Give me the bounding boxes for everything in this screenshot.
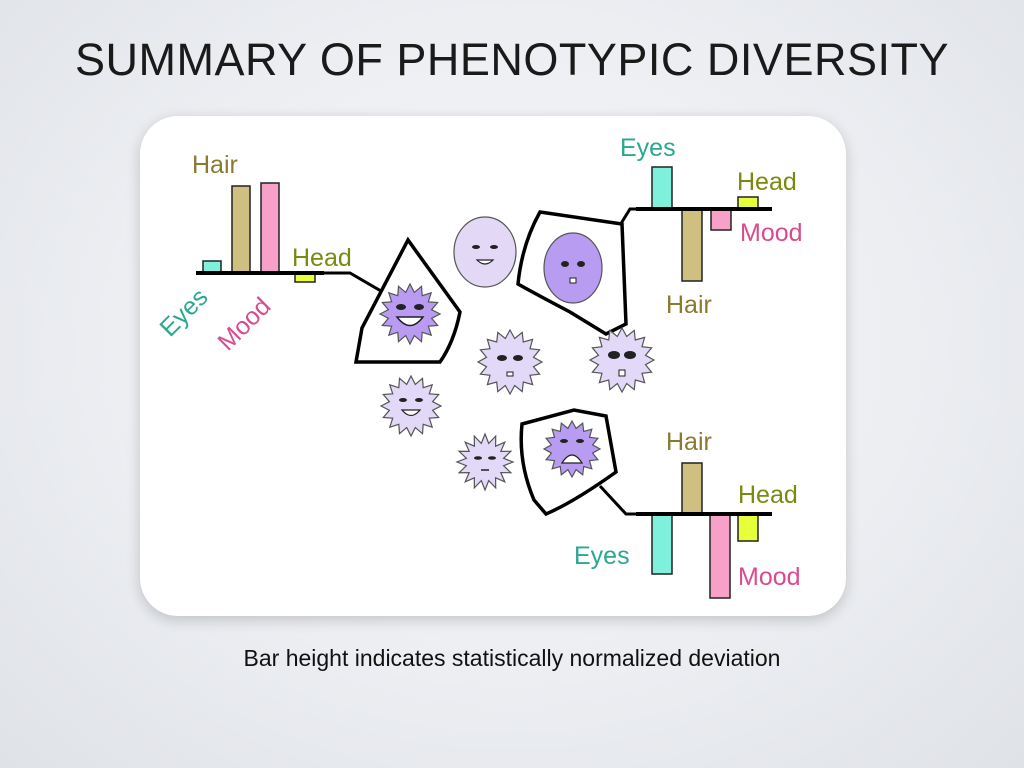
face-spiky-small-bottom: [455, 432, 515, 492]
label-left-eyes: Eyes: [154, 283, 213, 342]
phenotype-diagram: Hair Head Eyes Mood Eyes Head Mood Hair: [154, 134, 803, 599]
bar-group-bottom-right: Hair Head Eyes Mood: [574, 428, 801, 599]
label-left-head: Head: [292, 244, 352, 272]
connector-bottom-right: [598, 484, 636, 516]
label-left-hair: Hair: [192, 151, 238, 179]
bar-group-top-right: Eyes Head Mood Hair: [610, 134, 803, 319]
connector-left: [324, 271, 387, 296]
bar-bottom-right-head: [737, 513, 759, 542]
bar-top-right-eyes: [651, 166, 673, 210]
label-bottom-right-eyes: Eyes: [574, 542, 630, 570]
label-top-right-hair: Hair: [666, 291, 712, 319]
figure-caption: Bar height indicates statistically norma…: [243, 645, 781, 671]
face-round-smile: [453, 216, 517, 288]
bar-group-left: Hair Head Eyes Mood: [154, 151, 387, 356]
label-left-mood: Mood: [212, 292, 276, 356]
bar-left-mood: [260, 182, 280, 274]
face-spiky-right: [588, 326, 656, 394]
face-round-serious-magnified: [543, 232, 603, 304]
figure-panel: Hair Head Eyes Mood Eyes Head Mood Hair: [140, 116, 846, 616]
label-top-right-mood: Mood: [740, 219, 803, 247]
label-top-right-eyes: Eyes: [620, 134, 676, 162]
bar-bottom-right-hair: [681, 462, 703, 515]
face-spiky-neutral-center: [476, 328, 544, 396]
bar-top-right-hair: [681, 208, 703, 282]
label-top-right-head: Head: [737, 168, 797, 196]
face-spiky-frown-magnified: [542, 419, 602, 479]
face-spiky-grin-magnified: [378, 282, 442, 346]
bar-left-hair: [231, 185, 251, 274]
label-bottom-right-hair: Hair: [666, 428, 712, 456]
bar-top-right-mood: [710, 208, 732, 231]
label-bottom-right-head: Head: [738, 481, 798, 509]
slide-title: SUMMARY OF PHENOTYPIC DIVERSITY: [75, 34, 949, 85]
bar-bottom-right-eyes: [651, 513, 673, 575]
label-bottom-right-mood: Mood: [738, 563, 801, 591]
bar-bottom-right-mood: [709, 513, 731, 599]
face-spiky-grin-lower: [379, 374, 443, 438]
